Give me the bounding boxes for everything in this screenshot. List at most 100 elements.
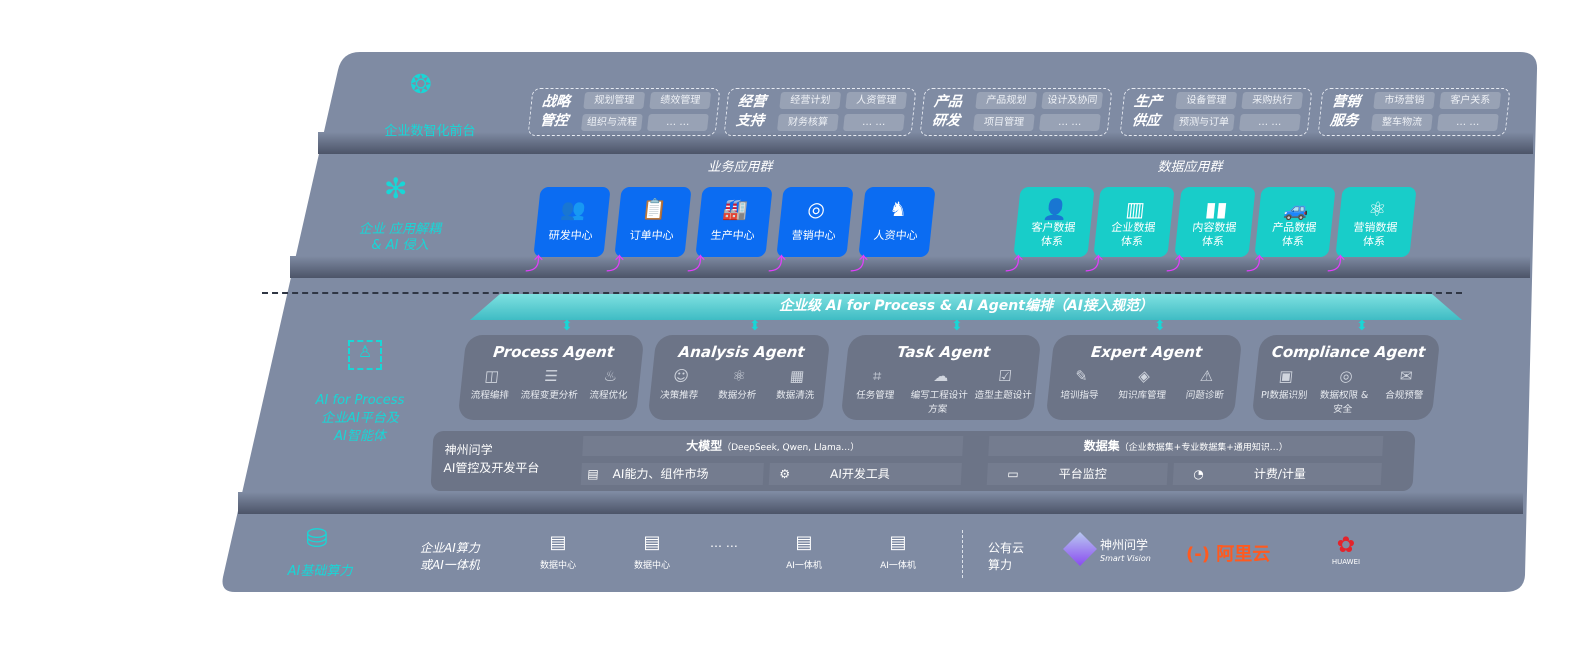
front-chip[interactable]: … … (1039, 114, 1101, 131)
front-chip[interactable]: 整车物流 (1371, 114, 1433, 131)
data-app-tile[interactable]: ⚛ 营销数据 体系 (1335, 187, 1417, 257)
data-app-tile[interactable]: 🚙 产品数据 体系 (1254, 187, 1336, 257)
agent-capability: ☑ 造型主题设计 (969, 367, 1037, 415)
front-chip[interactable]: 规划管理 (583, 92, 646, 109)
label-line: 或AI一体机 (420, 558, 480, 572)
capability-icon: ☰ (543, 367, 559, 385)
front-chip[interactable]: 设计及协同 (1041, 92, 1104, 109)
agent-capability: ⚠ 问题诊断 (1173, 367, 1239, 401)
agent-capability: ☁ 编写工程设计方案 (905, 367, 973, 415)
clipboard-icon: 📋 (640, 197, 669, 221)
business-app-tile[interactable]: 👥 研发中心 (533, 187, 611, 257)
capability-icon: ☑ (997, 367, 1013, 385)
dataset-header: 数据集（企业数据集+专业数据集+通用知识…） (988, 436, 1384, 456)
agent-card[interactable]: Analysis Agent ☺ 决策推荐 ⚛ 数据分析 ▦ 数据清洗 (647, 335, 831, 420)
aliyun-logo: (-) 阿里云 (1186, 540, 1270, 566)
front-chip[interactable]: 经营计划 (779, 92, 842, 109)
tile-label: 订单中心 (628, 229, 675, 242)
front-chip[interactable]: 绩效管理 (649, 92, 712, 109)
server-label: 数据中心 (539, 561, 576, 571)
shelf-divider (238, 492, 1523, 514)
dataset-note: （企业数据集+专业数据集+通用知识…） (1119, 443, 1288, 453)
shelf-divider (290, 256, 1530, 278)
enterprise-compute-label: 企业AI算力 或AI一体机 (420, 540, 480, 574)
ai-platform-bar: 神州问学 AI管控及开发平台 大模型（DeepSeek, Qwen, Llama…… (430, 431, 1416, 491)
capability-label: 流程优化 (588, 390, 629, 401)
label-line: 企业AI算力 (420, 541, 480, 555)
data-app-tile[interactable]: ▥ 企业数据 体系 (1093, 187, 1175, 257)
layer-label-apps: 企业 应用解耦 & AI 侵入 (340, 222, 460, 254)
platform-name-line: 神州问学 (444, 443, 493, 457)
label-line: AI for Process (315, 393, 405, 408)
down-arrow-icon: ⬍ (1154, 318, 1166, 334)
front-chip[interactable]: 客户关系 (1439, 92, 1502, 109)
front-chip[interactable]: … … (1239, 114, 1301, 131)
front-chip[interactable]: 财务核算 (777, 114, 839, 131)
front-chip[interactable]: … … (1437, 114, 1499, 131)
agent-card[interactable]: Task Agent ⌗ 任务管理 ☁ 编写工程设计方案 ☑ 造型主题设计 (840, 335, 1042, 420)
server-icon: ▤ (643, 532, 661, 553)
business-apps-title: 业务应用群 (707, 160, 773, 175)
front-group: 产品 研发 产品规划 设计及协同 项目管理… … (919, 88, 1113, 136)
title-line: 营销 (1331, 94, 1361, 110)
curved-arrow-icon: ⤴ (1085, 254, 1103, 275)
tile-label: 体系 (1201, 235, 1225, 248)
front-chip[interactable]: 组织与流程 (581, 114, 643, 131)
person-icon: ♞ (888, 197, 909, 221)
server-icon: ▤ (889, 532, 907, 553)
down-arrow-icon: ⬍ (1356, 318, 1368, 334)
curved-arrow-icon: ⤴ (850, 254, 868, 275)
aliyun-name: 阿里云 (1216, 544, 1271, 565)
front-chip[interactable]: 项目管理 (973, 114, 1035, 131)
dashed-divider (962, 530, 963, 578)
down-arrow-icon: ⬍ (561, 318, 573, 334)
agent-capability: ⚛ 数据分析 (708, 367, 769, 401)
agent-title: Compliance Agent (1271, 343, 1427, 361)
billing-item[interactable]: ◔ 计费/计量 (1172, 463, 1382, 485)
data-app-tile[interactable]: 👤 客户数据 体系 (1013, 187, 1095, 257)
agent-capability: ▦ 数据清洗 (766, 367, 827, 401)
front-chip[interactable]: 预测与订单 (1173, 114, 1235, 131)
curved-arrow-icon: ⤴ (525, 254, 543, 275)
curved-arrow-icon: ⤴ (1005, 254, 1023, 275)
front-chip[interactable]: 人资管理 (845, 92, 908, 109)
business-app-tile[interactable]: ♞ 人资中心 (858, 187, 936, 257)
capability-icon: ◫ (483, 367, 500, 385)
ellipsis: … … (710, 536, 738, 550)
front-chip[interactable]: … … (843, 114, 905, 131)
ai-market-item[interactable]: ▤ AI能力、组件市场 (580, 463, 764, 485)
orchestration-banner: 企业级 AI for Process & AI Agent编排（AI接入规范） (778, 298, 1154, 314)
front-chip[interactable]: 采购执行 (1241, 92, 1304, 109)
business-app-tile[interactable]: ◎ 营销中心 (776, 187, 854, 257)
business-app-tile[interactable]: 📋 订单中心 (614, 187, 692, 257)
front-chip[interactable]: 设备管理 (1175, 92, 1238, 109)
title-line: 研发 (931, 113, 961, 129)
tile-label: 体系 (1040, 235, 1064, 248)
front-chip[interactable]: … … (647, 114, 709, 131)
ai-dev-tools-item[interactable]: ⚙ AI开发工具 (768, 463, 962, 485)
capability-label: 编写工程设计方案 (910, 390, 969, 415)
label-line: 企业AI平台及 (321, 411, 399, 426)
agent-capability: ◫ 流程编排 (460, 367, 522, 401)
agent-card[interactable]: Compliance Agent ▣ PI数据识别 ◎ 数据权限 & 安全 ✉ 合规预警 (1251, 335, 1441, 420)
huawei-logo: ✿ HUAWEI (1326, 534, 1366, 567)
agent-title: Task Agent (896, 343, 992, 361)
model-note: （DeepSeek, Qwen, Llama…） (721, 443, 860, 453)
front-chip[interactable]: 产品规划 (975, 92, 1038, 109)
title-line: 经营 (737, 94, 767, 110)
agent-capability: ✎ 培训指导 (1048, 367, 1114, 401)
front-chip[interactable]: 市场营销 (1373, 92, 1436, 109)
monitoring-item[interactable]: ▭ 平台监控 (986, 463, 1168, 485)
server-icon: ▤ (795, 532, 813, 553)
group-title: 生产 供应 (1131, 93, 1163, 131)
data-app-tile[interactable]: ▮▮ 内容数据 体系 (1174, 187, 1256, 257)
agent-card[interactable]: Process Agent ◫ 流程编排 ☰ 流程变更分析 ♨ 流程优化 (457, 335, 645, 420)
capability-label: 造型主题设计 (974, 390, 1033, 401)
business-app-tile[interactable]: 🏭 生产中心 (695, 187, 773, 257)
huawei-name: HUAWEI (1331, 558, 1361, 566)
agent-capability: ☺ 决策推荐 (650, 367, 711, 401)
front-group: 生产 供应 设备管理 采购执行 预测与订单… … (1119, 88, 1313, 136)
agent-title: Expert Agent (1090, 343, 1204, 361)
agent-card[interactable]: Expert Agent ✎ 培训指导 ◈ 知识库管理 ⚠ 问题诊断 (1045, 335, 1243, 420)
model-title: 大模型 (685, 439, 723, 453)
